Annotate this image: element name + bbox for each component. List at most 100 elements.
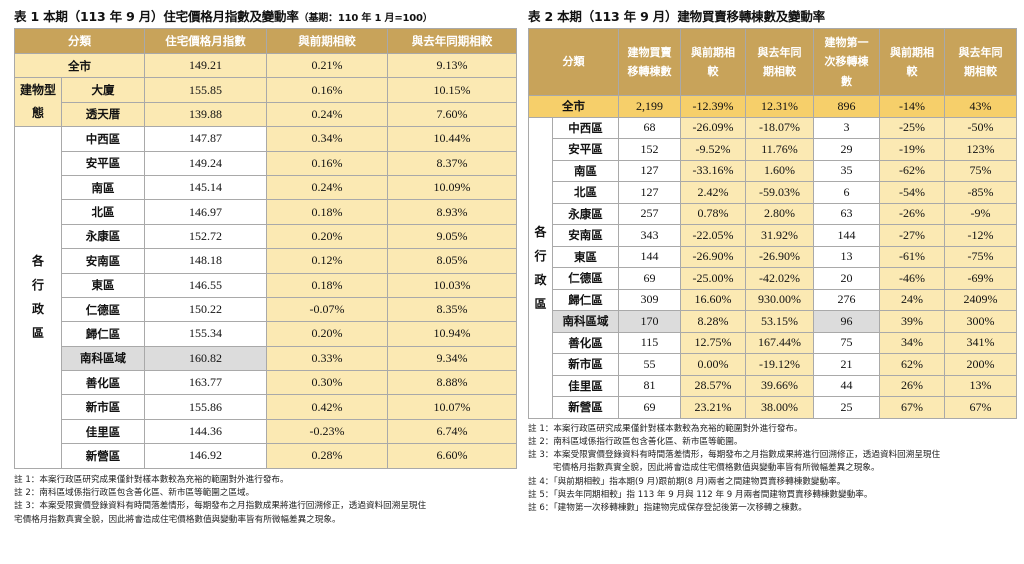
total-label: 全市 <box>14 52 145 79</box>
building-index: 155.85 <box>144 77 267 103</box>
district-name: 仁德區 <box>552 267 619 290</box>
district-first-transfers: 13 <box>813 245 880 268</box>
district-index: 148.18 <box>144 248 267 274</box>
district-mom: 0.16% <box>266 150 388 176</box>
district-row: 各行政區 中西區 147.87 0.34% 10.44% <box>14 126 517 469</box>
district-first-mom: 67% <box>879 396 945 419</box>
district-first-mom: -61% <box>879 245 945 268</box>
district-first-yoy: -85% <box>944 181 1017 204</box>
district-mom: 0.00% <box>680 353 746 376</box>
district-row: 北區 127 2.42% -59.03% 6 -54% -85% <box>529 181 1017 204</box>
district-index: 163.77 <box>144 370 267 396</box>
district-yoy: 10.03% <box>387 272 517 298</box>
district-row: 安平區 149.24 0.16% 8.37% <box>15 150 517 176</box>
district-row: 新營區 69 23.21% 38.00% 25 67% 67% <box>529 396 1017 419</box>
district-index: 147.87 <box>144 126 267 152</box>
district-first-yoy: -12% <box>944 224 1017 247</box>
district-first-yoy: 13% <box>944 374 1017 397</box>
district-mom: 0.18% <box>266 199 388 225</box>
district-name: 善化區 <box>552 331 619 354</box>
district-name: 安平區 <box>552 138 619 161</box>
district-mom: 16.60% <box>680 288 746 311</box>
district-first-transfers: 35 <box>813 159 880 182</box>
district-name: 中西區 <box>552 116 619 139</box>
district-index: 146.92 <box>144 443 267 469</box>
district-row: 南科區域 160.82 0.33% 9.34% <box>15 345 517 372</box>
col-header-first-transfers: 建物第一次移轉棟數 <box>813 28 880 96</box>
table1-panel: 表 1 本期（113 年 9 月）住宅價格月指數及變動率（基期：110 年 1 … <box>14 0 517 527</box>
district-mom: 0.33% <box>266 345 388 372</box>
district-yoy: 10.94% <box>387 321 517 347</box>
district-first-transfers: 96 <box>813 310 880 333</box>
table1-title: 表 1 本期（113 年 9 月）住宅價格月指數及變動率（基期：110 年 1 … <box>14 0 516 28</box>
district-yoy: 930.00% <box>745 288 814 311</box>
district-transfers: 81 <box>618 374 681 397</box>
district-transfers: 69 <box>618 396 681 419</box>
district-yoy: 6.74% <box>387 418 517 445</box>
district-row: 善化區 163.77 0.30% 8.88% <box>15 370 517 396</box>
district-row: 歸仁區 155.34 0.20% 10.94% <box>15 321 517 347</box>
district-yoy: -42.02% <box>745 267 814 290</box>
col-header-index: 住宅價格月指數 <box>144 28 267 54</box>
district-yoy: 9.05% <box>387 223 517 250</box>
district-name: 新市區 <box>552 353 619 376</box>
col-header-first-yoy: 與去年同期相較 <box>944 28 1017 96</box>
district-name: 中西區 <box>61 126 145 152</box>
district-mom: 0.42% <box>266 394 388 420</box>
district-name: 安平區 <box>61 150 145 176</box>
district-index: 149.24 <box>144 150 267 176</box>
district-yoy: 2.80% <box>745 202 814 225</box>
district-yoy: 8.88% <box>387 370 517 396</box>
district-row: 善化區 115 12.75% 167.44% 75 34% 341% <box>529 331 1017 354</box>
district-mom: 0.24% <box>266 174 388 201</box>
district-mom: 0.20% <box>266 321 388 347</box>
building-row: 透天厝 139.88 0.24% 7.60% <box>14 101 517 128</box>
district-yoy: 10.07% <box>387 394 517 420</box>
district-name: 仁德區 <box>61 296 145 323</box>
building-yoy: 7.60% <box>387 101 517 128</box>
district-yoy: 10.09% <box>387 174 517 201</box>
district-yoy: 8.37% <box>387 150 517 176</box>
district-yoy: 1.60% <box>745 159 814 182</box>
district-row: 南科區域 170 8.28% 53.15% 96 39% 300% <box>529 310 1017 333</box>
district-first-yoy: 123% <box>944 138 1017 161</box>
district-name: 新市區 <box>61 394 145 420</box>
district-name: 歸仁區 <box>61 321 145 347</box>
district-first-mom: 34% <box>879 331 945 354</box>
table1-header-row: 分類 住宅價格月指數 與前期相較 與去年同期相較 <box>14 28 517 54</box>
district-first-mom: 62% <box>879 353 945 376</box>
district-mom: 0.30% <box>266 370 388 396</box>
district-first-mom: -62% <box>879 159 945 182</box>
district-name: 安南區 <box>61 248 145 274</box>
district-first-yoy: 75% <box>944 159 1017 182</box>
total-yoy: 9.13% <box>387 52 517 79</box>
district-mom: -33.16% <box>680 159 746 182</box>
total-label: 全市 <box>528 95 619 118</box>
district-name: 東區 <box>61 272 145 298</box>
district-first-mom: 26% <box>879 374 945 397</box>
district-mom: -0.23% <box>266 418 388 445</box>
district-first-transfers: 6 <box>813 181 880 204</box>
district-transfers: 144 <box>618 245 681 268</box>
note: 註 1：本案行政區研究成果僅針對樣本數較為充裕的範圍對外進行發布。 <box>528 423 803 434</box>
district-transfers: 170 <box>618 310 681 333</box>
col-header-first-mom: 與前期相較 <box>879 28 945 96</box>
district-first-mom: -27% <box>879 224 945 247</box>
district-mom: 2.42% <box>680 181 746 204</box>
district-first-yoy: -9% <box>944 202 1017 225</box>
district-transfers: 152 <box>618 138 681 161</box>
building-name: 大廈 <box>61 77 145 103</box>
district-mom: -22.05% <box>680 224 746 247</box>
col-header-category: 分類 <box>528 28 619 96</box>
district-transfers: 257 <box>618 202 681 225</box>
district-first-mom: -26% <box>879 202 945 225</box>
district-first-transfers: 144 <box>813 224 880 247</box>
total-index: 149.21 <box>144 52 267 79</box>
district-row: 東區 146.55 0.18% 10.03% <box>15 272 517 298</box>
district-name: 佳里區 <box>61 418 145 445</box>
district-yoy: 11.76% <box>745 138 814 161</box>
district-group: 各行政區 <box>14 126 62 469</box>
district-first-transfers: 29 <box>813 138 880 161</box>
district-name: 新營區 <box>61 443 145 469</box>
district-mom: -0.07% <box>266 296 388 323</box>
